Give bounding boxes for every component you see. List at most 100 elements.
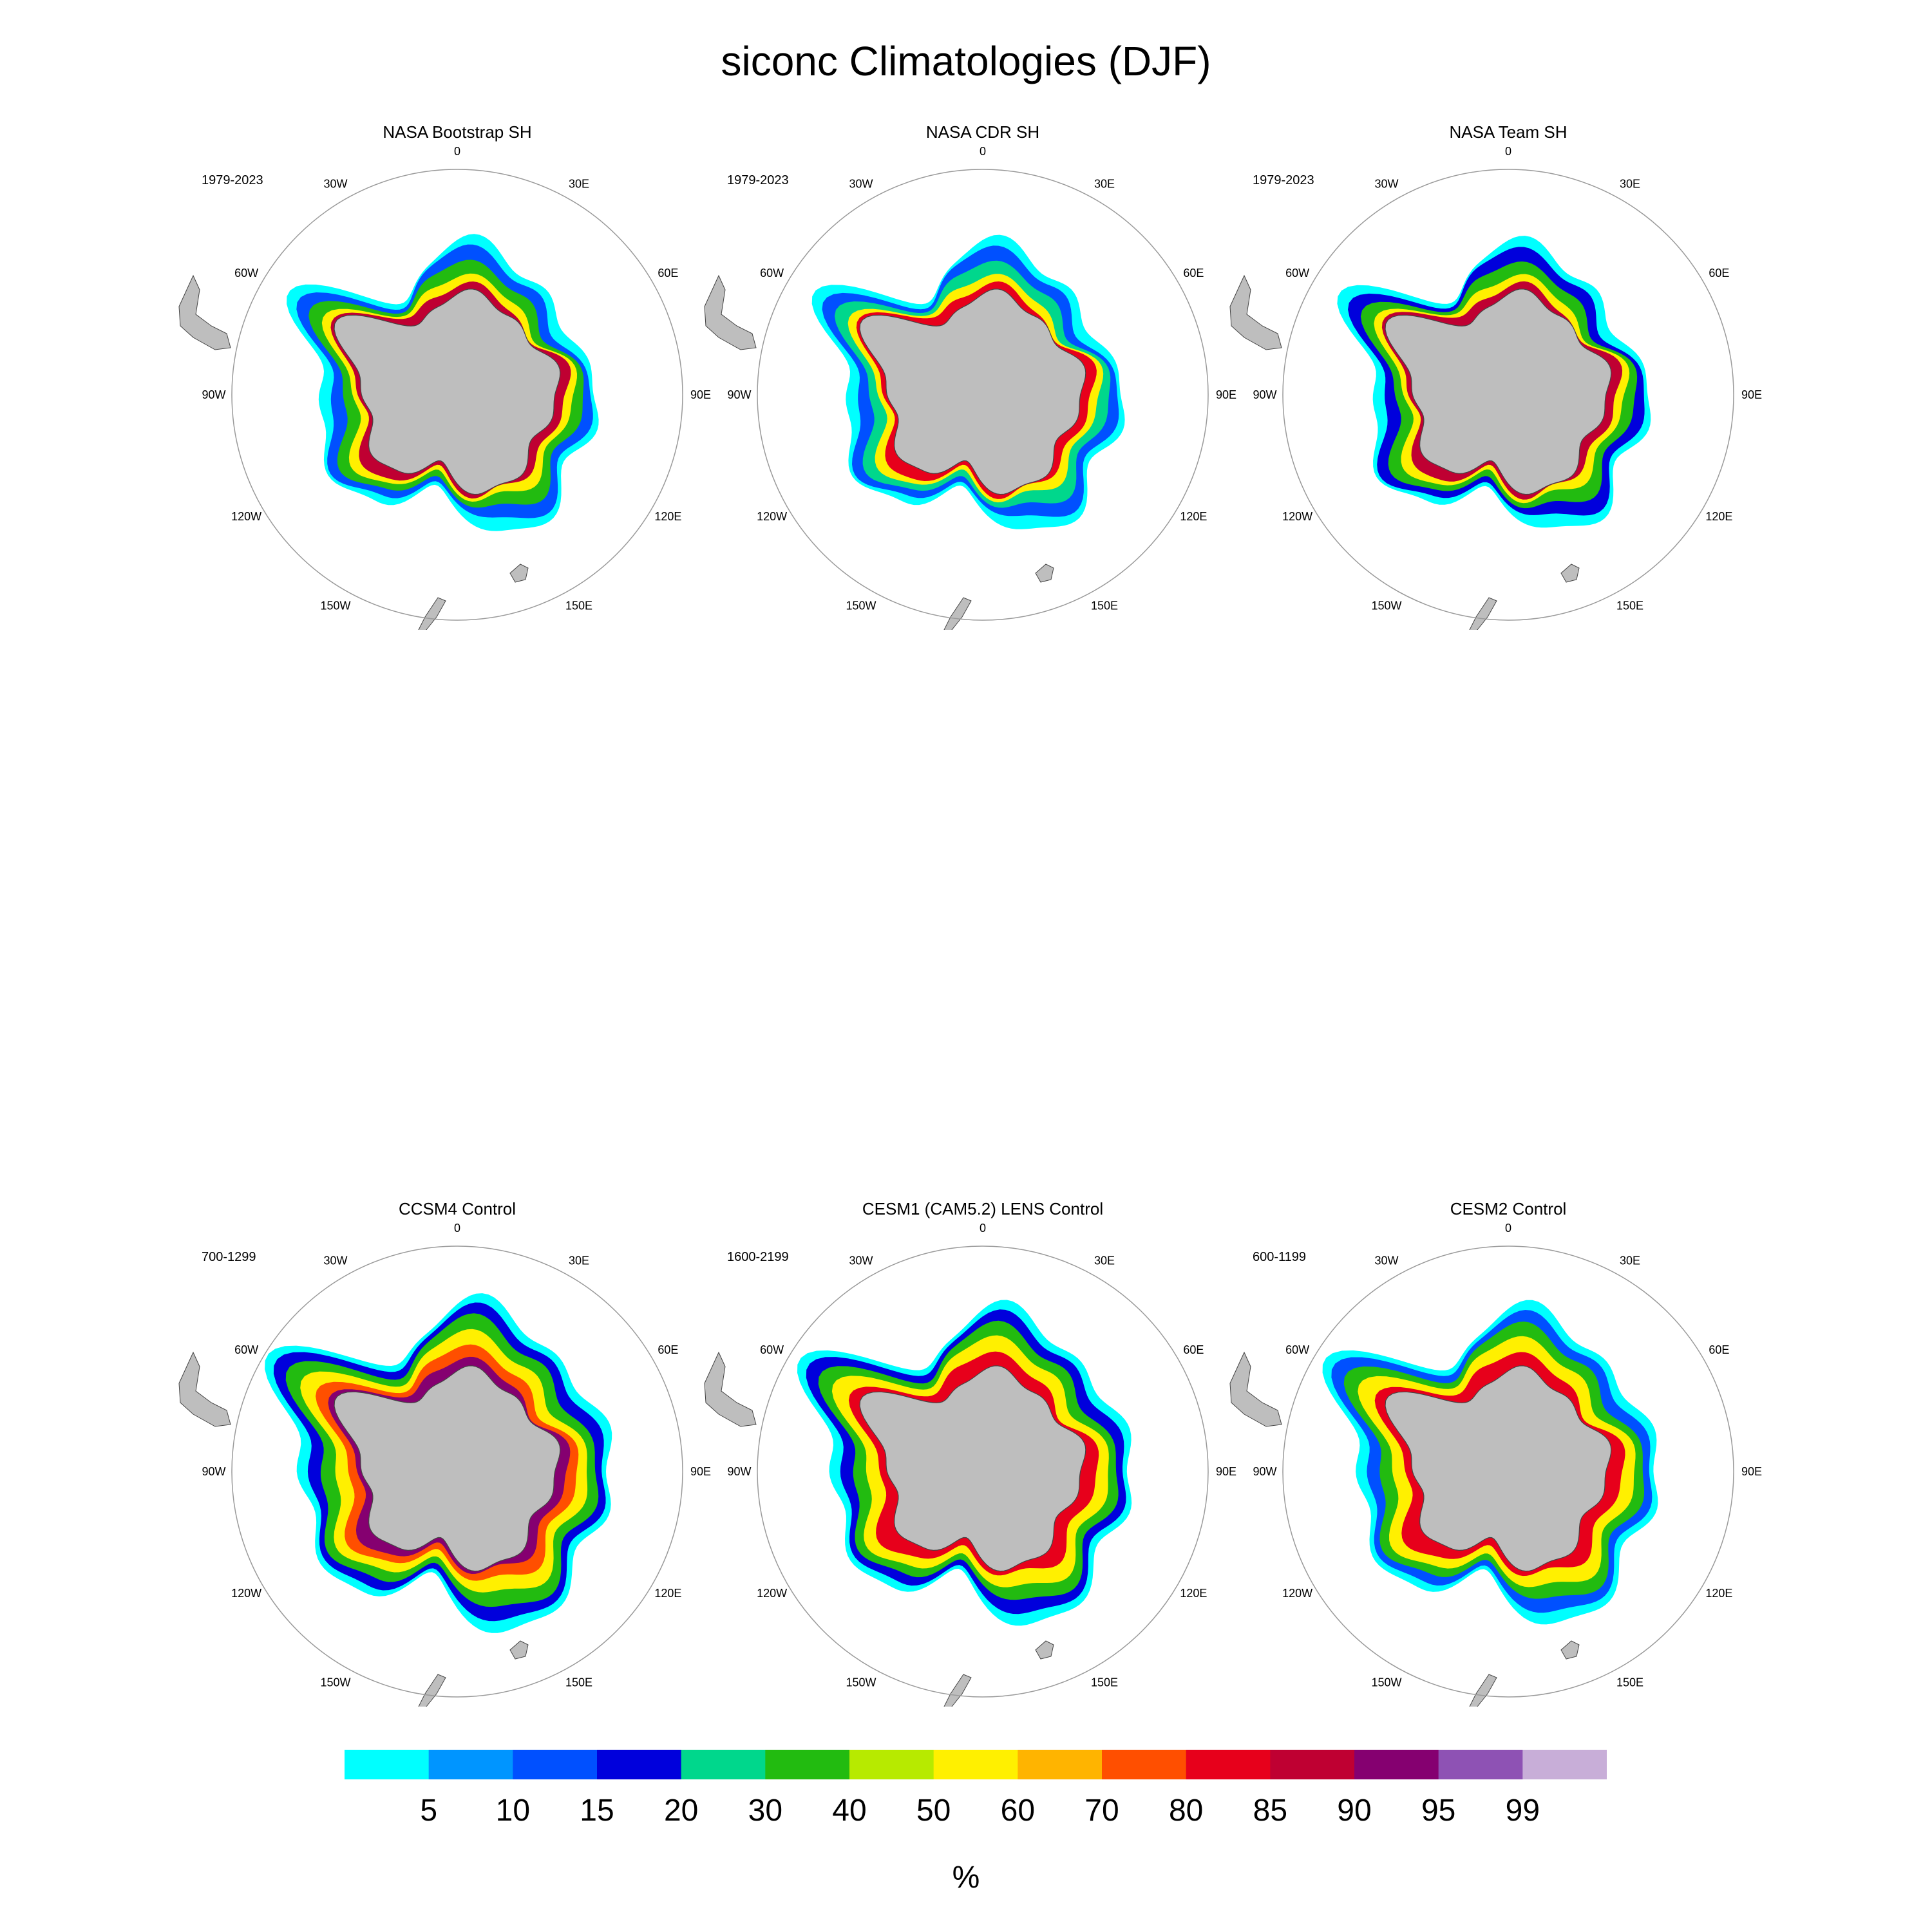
panel-period: 1979-2023	[202, 173, 263, 187]
colorbar-segment	[1354, 1750, 1439, 1779]
longitude-label: 30E	[1620, 1255, 1640, 1267]
longitude-label: 120W	[231, 1587, 261, 1600]
longitude-label: 60E	[1183, 267, 1204, 279]
longitude-label: 90E	[690, 1465, 711, 1478]
longitude-label: 150E	[565, 1676, 592, 1689]
tasmania-land	[509, 564, 529, 583]
longitude-label: 90E	[1741, 388, 1762, 401]
south-america-land	[1229, 274, 1282, 350]
colorbar-segment	[1018, 1750, 1103, 1779]
longitude-label: 120E	[1705, 1587, 1732, 1600]
longitude-label: 30E	[1094, 178, 1115, 191]
longitude-label: 90W	[727, 388, 751, 401]
longitude-label: 30E	[569, 178, 589, 191]
longitude-label: 120W	[1282, 1587, 1312, 1600]
longitude-label: 60E	[658, 1343, 678, 1356]
colorbar-segment	[849, 1750, 934, 1779]
colorbar-tick-label: 10	[496, 1794, 530, 1828]
panel-period: 1979-2023	[1253, 173, 1314, 187]
map-panel: 030E60E90E120E150E180150W120W90W60W30WNA…	[693, 121, 1273, 630]
polar-map: 030E60E90E120E150E180150W120W90W60W30W	[1229, 145, 1762, 630]
tasmania-land	[1560, 1640, 1580, 1660]
south-america-land	[1229, 1351, 1282, 1427]
new-zealand-land	[418, 597, 446, 630]
colorbar-tick-label: 15	[580, 1794, 614, 1828]
longitude-label: 120W	[757, 1587, 787, 1600]
polar-map: 030E60E90E120E150E180150W120W90W60W30W	[704, 1222, 1236, 1707]
longitude-label: 30E	[1620, 178, 1640, 191]
longitude-label: 120W	[231, 510, 261, 523]
map-boundary	[231, 1245, 683, 1698]
antarctica-land	[1385, 289, 1612, 495]
antarctica-land	[859, 1365, 1086, 1572]
colorbar-segment	[345, 1750, 430, 1779]
panel-title: CESM1 (CAM5.2) LENS Control	[862, 1199, 1104, 1218]
colorbar-tick-label: 90	[1337, 1794, 1371, 1828]
longitude-label: 90W	[1253, 1465, 1276, 1478]
longitude-label: 60W	[1285, 1343, 1309, 1356]
longitude-label: 0	[1505, 1222, 1511, 1235]
map-boundary	[1282, 1245, 1734, 1698]
colorbar-tick-label: 60	[1001, 1794, 1035, 1828]
polar-map: 030E60E90E120E150E180150W120W90W60W30W	[178, 145, 711, 630]
longitude-label: 150E	[1091, 599, 1118, 612]
colorbar-tick-label: 50	[916, 1794, 951, 1828]
longitude-label: 30W	[849, 1255, 873, 1267]
page-title: siconc Climatologies (DJF)	[721, 38, 1211, 84]
longitude-label: 150W	[846, 599, 876, 612]
longitude-label: 0	[454, 1222, 460, 1235]
south-america-land	[704, 1351, 757, 1427]
longitude-label: 150E	[565, 599, 592, 612]
longitude-label: 120E	[1705, 510, 1732, 523]
longitude-label: 120E	[654, 1587, 681, 1600]
colorbar-segment	[765, 1750, 850, 1779]
longitude-label: 90W	[727, 1465, 751, 1478]
new-zealand-land	[943, 1674, 972, 1707]
colorbar-segment	[513, 1750, 598, 1779]
colorbar-tick-label: 85	[1253, 1794, 1287, 1828]
longitude-label: 0	[1505, 145, 1511, 158]
map-panel: 030E60E90E120E150E180150W120W90W60W30WNA…	[167, 121, 747, 630]
longitude-label: 90W	[202, 1465, 225, 1478]
longitude-label: 0	[980, 1222, 986, 1235]
longitude-label: 60E	[1183, 1343, 1204, 1356]
longitude-label: 30W	[323, 1255, 347, 1267]
tasmania-land	[1035, 564, 1054, 583]
colorbar-tick-label: 80	[1169, 1794, 1203, 1828]
colorbar-segment	[1102, 1750, 1187, 1779]
longitude-label: 90E	[1216, 1465, 1236, 1478]
map-panel: 030E60E90E120E150E180150W120W90W60W30WCE…	[1218, 1198, 1798, 1707]
longitude-label: 60W	[1285, 267, 1309, 279]
south-america-land	[178, 274, 231, 350]
longitude-label: 60W	[234, 1343, 258, 1356]
antarctica-land	[859, 289, 1086, 495]
antarctica-land	[1385, 1365, 1612, 1572]
longitude-label: 90E	[1741, 1465, 1762, 1478]
colorbar-tick-label: 30	[748, 1794, 782, 1828]
south-america-land	[178, 1351, 231, 1427]
longitude-label: 150W	[320, 1676, 350, 1689]
longitude-label: 90W	[202, 388, 225, 401]
map-boundary	[757, 1245, 1209, 1698]
longitude-label: 150E	[1616, 599, 1643, 612]
longitude-label: 60E	[1709, 1343, 1729, 1356]
colorbar-segment	[1438, 1750, 1523, 1779]
longitude-label: 90E	[1216, 388, 1236, 401]
longitude-label: 60E	[1709, 267, 1729, 279]
map-boundary	[231, 169, 683, 621]
panel-period: 700-1299	[202, 1250, 256, 1264]
longitude-label: 120E	[1180, 1587, 1207, 1600]
colorbar-tick-label: 5	[420, 1794, 437, 1828]
panel-title: NASA Team SH	[1449, 122, 1567, 142]
longitude-label: 30W	[1374, 1255, 1398, 1267]
longitude-label: 150E	[1091, 1676, 1118, 1689]
colorbar-tick-label: 95	[1421, 1794, 1455, 1828]
longitude-label: 120E	[1180, 510, 1207, 523]
colorbar-segment	[1270, 1750, 1355, 1779]
antarctica-land	[334, 289, 561, 495]
longitude-label: 120W	[757, 510, 787, 523]
panel-title: NASA CDR SH	[925, 122, 1040, 142]
colorbar-segment	[1522, 1750, 1607, 1779]
panel-period: 1979-2023	[727, 173, 789, 187]
antarctica-land	[334, 1365, 561, 1572]
